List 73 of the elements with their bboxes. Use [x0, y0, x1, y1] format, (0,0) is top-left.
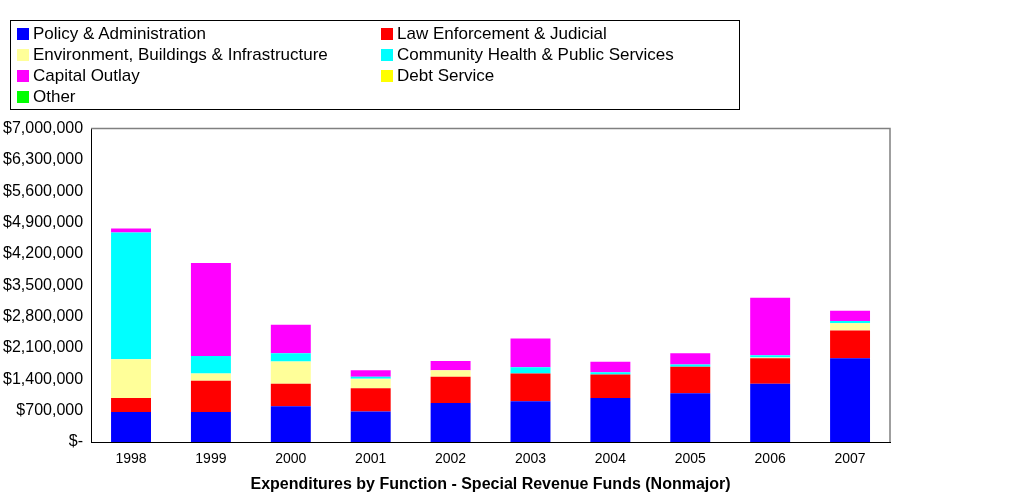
bar [830, 330, 871, 359]
bar [111, 232, 151, 360]
bar [830, 321, 871, 324]
bar [750, 297, 791, 356]
bar [111, 398, 151, 412]
bar [270, 353, 311, 362]
bar [350, 370, 391, 377]
y-tick-label: $3,500,000 [3, 275, 84, 293]
bar [670, 353, 711, 365]
x-tick-label: 2002 [435, 450, 467, 467]
bar [350, 378, 391, 389]
bar [350, 376, 391, 379]
x-tick-label: 2001 [355, 450, 387, 467]
legend-label: Environment, Buildings & Infrastructure [33, 44, 328, 65]
bar [111, 359, 151, 399]
x-tick-label: 2006 [754, 450, 786, 467]
bar [430, 376, 471, 404]
legend-label: Other [33, 86, 76, 107]
bar [510, 373, 551, 402]
y-tick-label: $6,300,000 [3, 150, 84, 168]
bar [270, 361, 311, 384]
x-tick-label: 2000 [275, 450, 307, 467]
bar [670, 366, 711, 394]
bar [510, 401, 551, 442]
x-tick-label: 2004 [594, 450, 627, 467]
legend-label: Law Enforcement & Judicial [397, 23, 607, 44]
bar [190, 356, 231, 374]
bar [190, 262, 231, 357]
bar [750, 383, 791, 442]
legend-label: Policy & Administration [33, 23, 206, 44]
bar [111, 228, 151, 233]
bar [670, 364, 711, 367]
legend-label: Community Health & Public Services [397, 44, 674, 65]
y-tick-label: $5,600,000 [3, 181, 84, 199]
bar [830, 358, 871, 442]
bar [270, 324, 311, 354]
bar [430, 403, 471, 442]
bar [590, 398, 631, 442]
x-tick-label: 1998 [115, 450, 147, 467]
x-tick-label: 2007 [834, 450, 866, 467]
bar [111, 412, 151, 442]
x-axis-title: Expenditures by Function - Special Revenue Funds (Nonmajor) [250, 474, 731, 492]
y-tick-label: $700,000 [16, 401, 84, 419]
bar [670, 393, 711, 442]
bar [590, 361, 631, 373]
bar [590, 372, 631, 375]
y-tick-label: $1,400,000 [3, 369, 84, 387]
bar [590, 374, 631, 399]
bar [190, 380, 231, 412]
y-tick-label: $4,900,000 [3, 213, 84, 231]
y-tick-label: $2,100,000 [3, 338, 84, 356]
legend-label: Debt Service [397, 65, 495, 86]
bar [270, 406, 311, 442]
bar [190, 412, 231, 442]
y-tick-label: $- [68, 432, 84, 450]
bar [830, 310, 871, 322]
x-tick-label: 2003 [514, 450, 547, 467]
bar [750, 358, 791, 384]
bar [430, 360, 471, 371]
x-tick-label: 2005 [674, 450, 707, 467]
bar [350, 411, 391, 442]
legend-label: Capital Outlay [33, 65, 140, 86]
bar [430, 370, 471, 377]
bar [830, 323, 871, 331]
bar [190, 373, 231, 381]
bar [270, 383, 311, 407]
bar [350, 388, 391, 412]
y-tick-label: $4,200,000 [3, 244, 84, 262]
x-tick-label: 1999 [195, 450, 227, 467]
y-tick-label: $7,000,000 [3, 119, 84, 137]
y-tick-label: $2,800,000 [3, 307, 84, 325]
bar [510, 367, 551, 374]
bar [510, 338, 551, 368]
